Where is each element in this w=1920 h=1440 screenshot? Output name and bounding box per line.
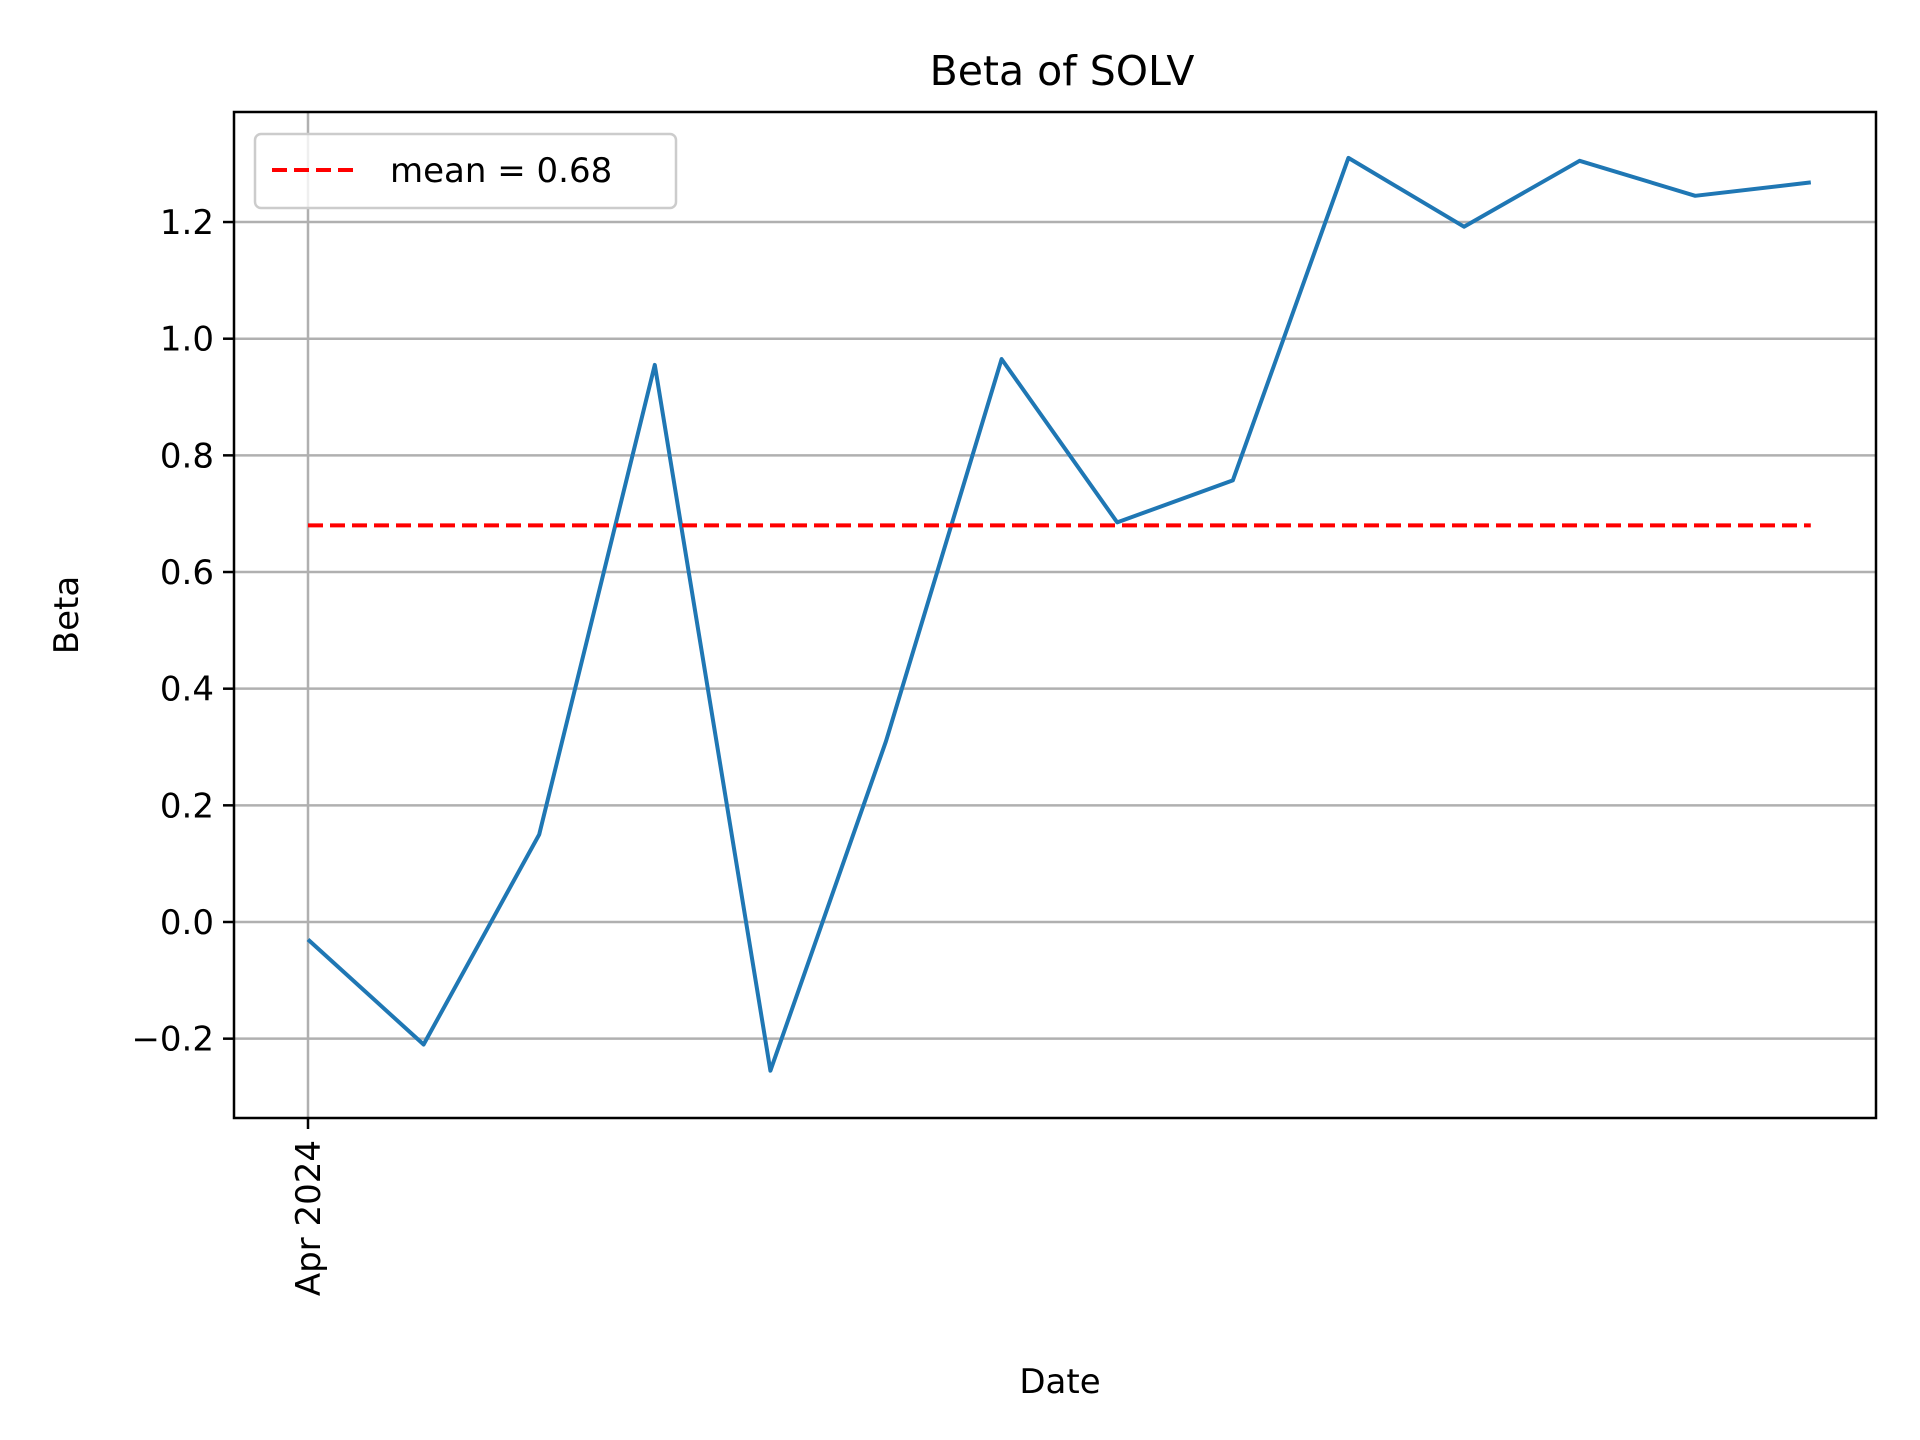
series-layer <box>306 155 1812 1073</box>
x-axis-ticks: Apr 2024 <box>289 1118 329 1296</box>
x-tick-label: Apr 2024 <box>289 1140 329 1296</box>
chart-title: Beta of SOLV <box>930 47 1195 95</box>
legend: mean = 0.68 <box>253 132 678 210</box>
beta-line <box>306 155 1812 1073</box>
y-tick-label: 1.2 <box>160 203 214 243</box>
legend-box <box>253 132 678 210</box>
y-tick-label: 1.0 <box>160 320 214 360</box>
y-tick-label: 0.2 <box>160 786 214 826</box>
y-tick-label: 0.4 <box>160 670 214 710</box>
y-axis-label: Beta <box>47 576 87 654</box>
y-tick-label: 0.8 <box>160 436 214 476</box>
plot-frame <box>232 110 1878 1120</box>
y-tick-label: 0.0 <box>160 903 214 943</box>
y-tick-label: −0.2 <box>131 1020 214 1060</box>
legend-label-mean: mean = 0.68 <box>390 151 612 191</box>
x-axis-label: Date <box>1019 1362 1100 1402</box>
y-tick-label: 0.6 <box>160 553 214 593</box>
y-axis-ticks: −0.2 0.0 0.2 0.4 0.6 0.8 1.0 1.2 <box>131 203 234 1060</box>
y-gridlines <box>234 220 1876 1040</box>
